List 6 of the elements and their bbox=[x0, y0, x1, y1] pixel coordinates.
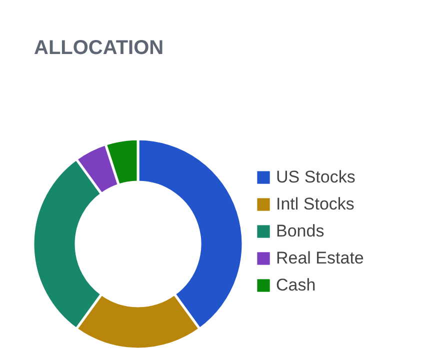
legend-label: Intl Stocks bbox=[276, 194, 354, 214]
legend-label: Real Estate bbox=[276, 248, 364, 268]
legend-label: US Stocks bbox=[276, 168, 356, 186]
legend-label: Bonds bbox=[276, 222, 324, 240]
chart-title: ALLOCATION bbox=[34, 37, 164, 59]
legend-label: Cash bbox=[276, 276, 316, 294]
